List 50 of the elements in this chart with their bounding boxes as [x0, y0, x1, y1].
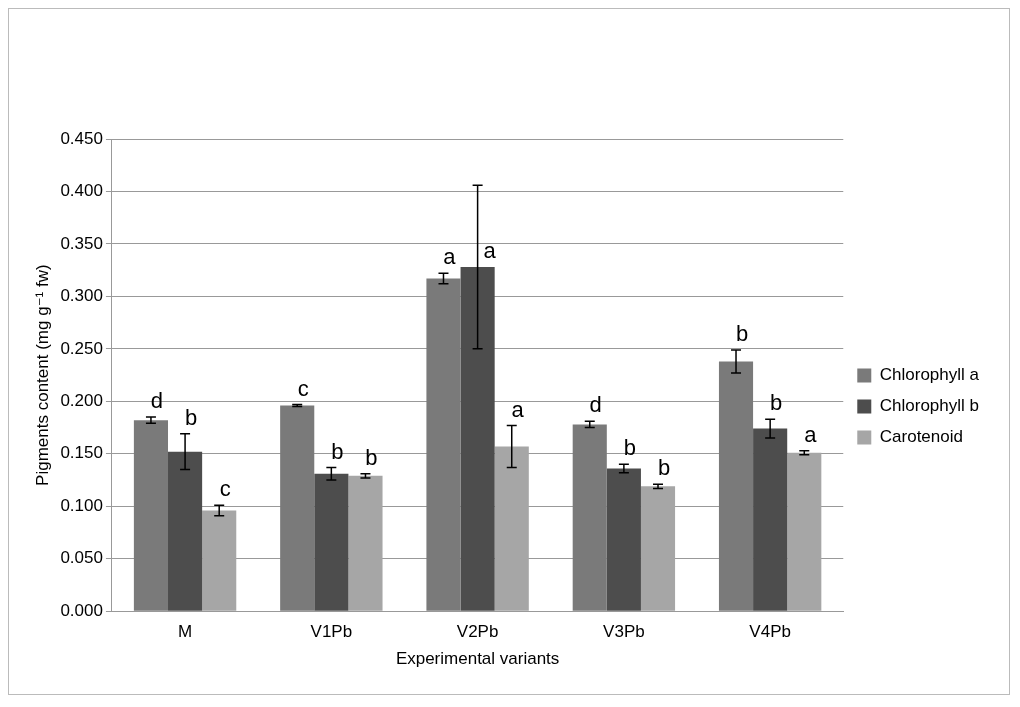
data-label: c	[297, 375, 309, 401]
y-tick-label: 0.000	[60, 600, 103, 620]
data-label: b	[657, 455, 671, 481]
x-axis-title: Experimental variants	[395, 649, 560, 669]
legend-label: Carotenoid	[879, 427, 963, 447]
bar	[753, 428, 788, 611]
legend-label: Chlorophyll b	[879, 396, 980, 416]
data-label: b	[623, 435, 636, 461]
y-tick-label: 0.150	[60, 443, 103, 463]
data-label: b	[735, 320, 749, 346]
y-tick-label: 0.200	[60, 391, 103, 411]
bar	[280, 405, 315, 611]
bar	[787, 452, 822, 611]
y-tick-label: 0.350	[60, 233, 103, 253]
data-label: a	[483, 238, 497, 264]
bar	[494, 446, 529, 611]
data-label: b	[184, 404, 198, 430]
data-label: a	[443, 244, 457, 270]
x-tick-label: V4Pb	[749, 622, 791, 642]
x-tick-label: M	[177, 622, 193, 642]
bar	[606, 468, 641, 611]
legend-label: Chlorophyll a	[879, 365, 980, 385]
x-tick-label: V3Pb	[603, 622, 645, 642]
bar	[202, 510, 237, 611]
bar	[168, 451, 203, 611]
data-label: b	[365, 444, 378, 470]
y-tick-label: 0.400	[60, 181, 103, 201]
y-tick-label: 0.050	[60, 548, 103, 568]
data-label: a	[804, 421, 818, 447]
data-label: b	[770, 390, 783, 416]
data-label: d	[150, 388, 164, 414]
bar	[314, 473, 349, 611]
bar	[426, 278, 461, 611]
bar	[133, 420, 169, 611]
bar	[348, 475, 383, 611]
x-tick-label: V1Pb	[310, 622, 353, 642]
y-tick-label: 0.250	[60, 338, 103, 358]
y-axis-title: Pigments content (mg g⁻¹ fw)	[32, 264, 52, 486]
bar	[640, 486, 676, 611]
bar	[718, 361, 754, 611]
y-tick-label: 0.450	[60, 128, 103, 148]
data-label: c	[219, 476, 231, 502]
bar	[460, 267, 495, 611]
data-label: b	[331, 438, 344, 464]
data-label: d	[589, 392, 602, 418]
y-tick-label: 0.100	[60, 495, 103, 515]
bar	[572, 424, 607, 611]
data-label: a	[511, 396, 525, 422]
y-tick-label: 0.300	[60, 286, 103, 306]
x-tick-label: V2Pb	[456, 622, 499, 642]
